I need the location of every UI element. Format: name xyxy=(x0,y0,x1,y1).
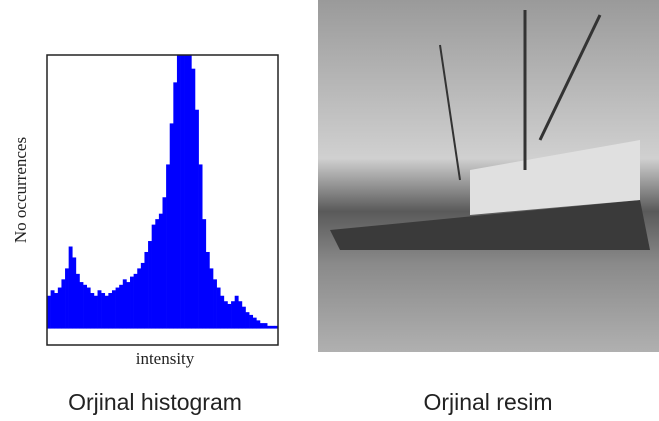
plot-area xyxy=(47,0,278,328)
histogram-bar xyxy=(202,219,206,328)
histogram-bar xyxy=(98,290,102,328)
histogram-bar xyxy=(123,279,127,328)
histogram-bar xyxy=(249,315,253,329)
histogram-bar xyxy=(163,197,167,328)
histogram-bar xyxy=(181,0,185,328)
histogram-bar xyxy=(83,285,87,329)
histogram-bar xyxy=(148,241,152,329)
histogram-bar xyxy=(206,252,210,329)
histogram-bar xyxy=(108,293,112,329)
histogram-bar xyxy=(235,296,239,329)
histogram-bar xyxy=(170,123,174,328)
histogram-bar xyxy=(224,301,228,328)
histogram-bar xyxy=(271,326,275,329)
histogram-bar xyxy=(101,293,105,329)
histogram-bar xyxy=(90,293,94,329)
histogram-bar xyxy=(173,82,177,328)
histogram-bar xyxy=(134,274,138,329)
histogram-bar xyxy=(130,277,134,329)
histogram-bar xyxy=(152,225,156,329)
histogram-bar xyxy=(199,164,203,328)
histogram-bar xyxy=(220,296,224,329)
histogram-bar xyxy=(94,296,98,329)
page: No occurrences intensity Orjinal histogr… xyxy=(0,0,659,421)
histogram-bar xyxy=(195,110,199,329)
histogram-bar xyxy=(58,288,62,329)
histogram-bar xyxy=(61,279,65,328)
histogram-bar xyxy=(69,247,73,329)
histogram-bar xyxy=(137,268,141,328)
histogram-bar xyxy=(267,326,271,329)
histogram-bar xyxy=(209,268,213,328)
histogram-bar xyxy=(159,214,163,329)
histogram-bar xyxy=(87,288,91,329)
photo xyxy=(318,0,659,352)
histogram-bar xyxy=(105,296,109,329)
histogram-bar xyxy=(72,257,76,328)
histogram-bar xyxy=(155,219,159,328)
histogram-bar xyxy=(126,282,130,329)
histogram-bar xyxy=(238,301,242,328)
histogram-bar xyxy=(246,312,250,328)
histogram-bar xyxy=(116,288,120,329)
histogram-bar xyxy=(54,293,58,329)
histogram-bar xyxy=(177,28,181,329)
histogram-bar xyxy=(79,282,83,329)
histogram-bar xyxy=(227,304,231,329)
histogram-bar xyxy=(65,268,69,328)
histogram-bar xyxy=(188,41,192,328)
histogram-bar xyxy=(166,164,170,328)
histogram-bar xyxy=(264,323,268,328)
histogram-bar xyxy=(51,290,55,328)
histogram-bar xyxy=(144,252,148,329)
image-caption: Orjinal resim xyxy=(423,389,552,415)
histogram-bar xyxy=(213,279,217,328)
histogram-bar xyxy=(112,290,116,328)
histogram-bar xyxy=(253,318,257,329)
histogram-bar xyxy=(119,285,123,329)
histogram-bar xyxy=(242,307,246,329)
histogram-bar xyxy=(191,69,195,329)
histogram-caption: Orjinal histogram xyxy=(68,389,242,415)
histogram-bar xyxy=(141,263,145,329)
figure: No occurrences intensity Orjinal histogr… xyxy=(0,0,659,421)
x-axis-label: intensity xyxy=(136,349,195,368)
histogram-bar xyxy=(217,288,221,329)
histogram-bar xyxy=(256,320,260,328)
y-axis-label: No occurrences xyxy=(11,137,30,243)
histogram-bar xyxy=(184,14,188,329)
histogram-bar xyxy=(260,323,264,328)
histogram-bar xyxy=(231,301,235,328)
histogram-bar xyxy=(76,274,80,329)
